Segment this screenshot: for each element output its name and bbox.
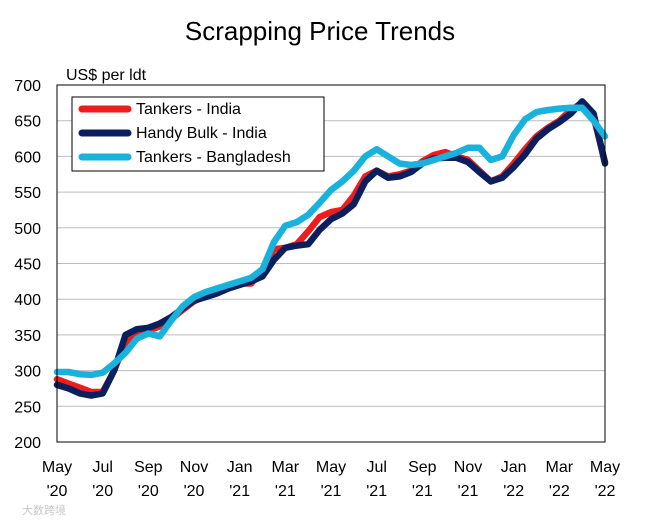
y-tick-label-200: 200 (14, 435, 41, 452)
legend: Tankers - India Handy Bulk - India Tanke… (71, 96, 325, 172)
x-tick-label-year: '21 (275, 483, 296, 500)
x-tick-label-month: May (316, 459, 346, 476)
series-lines (53, 98, 609, 399)
series-line-tankers-bangladesh (53, 104, 609, 379)
y-axis-tick-labels: 200 250 300 350 400 450 500 550 600 650 700 (14, 78, 41, 452)
y-axis-unit-label: US$ per ldt (66, 67, 147, 84)
x-tick-label-month: Jan (227, 459, 253, 476)
x-tick-label-year: '20 (138, 483, 159, 500)
y-tick-label-300: 300 (14, 364, 41, 381)
y-tick-label-650: 650 (14, 114, 41, 131)
x-tick-label-month: May (590, 459, 620, 476)
x-tick-label-year: '22 (595, 483, 616, 500)
x-tick-label-year: '21 (412, 483, 433, 500)
legend-label-tankers-bangladesh: Tankers - Bangladesh (136, 149, 291, 166)
x-axis-tick-labels: May '20 Jul '20 Sep '20 Nov '20 Jan '21 Mar '21 May '… (42, 459, 620, 500)
series-line-handy-bulk-india (53, 98, 609, 399)
legend-label-tankers-india: Tankers - India (136, 101, 241, 118)
x-tick-label-year: '20 (47, 483, 68, 500)
x-tick-label-month: Mar (546, 459, 574, 476)
watermark-text: 大数跨境 (22, 503, 66, 517)
x-tick-label-year: '20 (184, 483, 205, 500)
x-tick-label-month: Nov (180, 459, 208, 476)
y-tick-label-600: 600 (14, 149, 41, 166)
chart-title: Scrapping Price Trends (185, 16, 455, 46)
plot-area-frame (56, 84, 606, 443)
y-tick-label-550: 550 (14, 185, 41, 202)
y-tick-label-350: 350 (14, 328, 41, 345)
x-tick-label-year: '20 (92, 483, 113, 500)
y-tick-label-700: 700 (14, 78, 41, 95)
y-tick-label-250: 250 (14, 399, 41, 416)
x-tick-label-month: Nov (454, 459, 482, 476)
x-tick-label-month: Jul (366, 459, 386, 476)
y-tick-label-400: 400 (14, 292, 41, 309)
x-tick-label-month: Mar (272, 459, 300, 476)
legend-label-handy-bulk-india: Handy Bulk - India (136, 125, 267, 142)
x-tick-label-year: '21 (229, 483, 250, 500)
x-tick-label-year: '22 (549, 483, 570, 500)
x-tick-label-month: Sep (134, 459, 163, 476)
x-tick-label-month: Jul (92, 459, 112, 476)
x-tick-label-month: May (42, 459, 72, 476)
x-tick-label-year: '22 (503, 483, 524, 500)
x-tick-label-year: '21 (366, 483, 387, 500)
x-tick-label-month: Sep (408, 459, 437, 476)
x-tick-label-year: '21 (458, 483, 479, 500)
y-tick-label-500: 500 (14, 221, 41, 238)
y-tick-label-450: 450 (14, 257, 41, 274)
x-tick-label-year: '21 (321, 483, 342, 500)
x-tick-label-month: Jan (501, 459, 527, 476)
